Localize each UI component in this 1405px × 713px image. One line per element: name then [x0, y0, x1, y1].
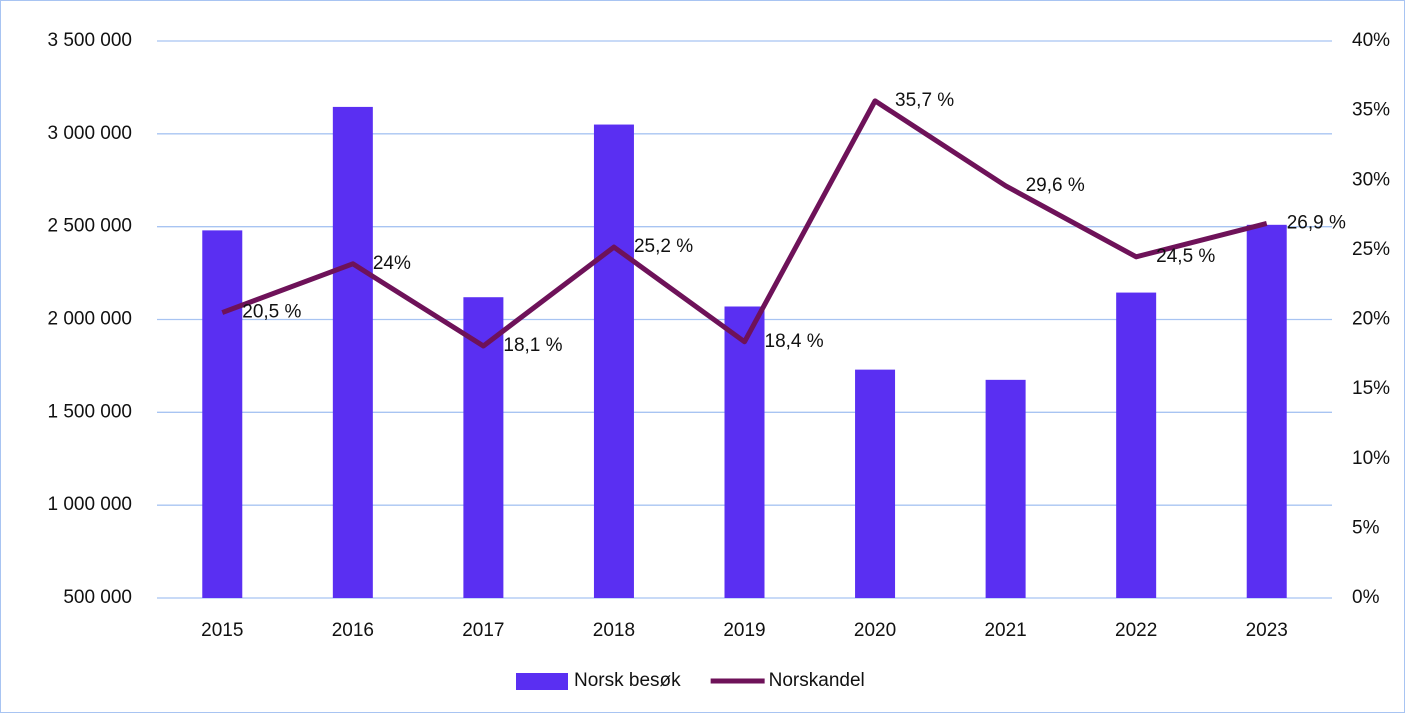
bar	[1116, 292, 1157, 598]
x-tick-label: 2022	[1115, 620, 1157, 641]
data-label: 18,1 %	[503, 335, 562, 356]
data-label: 20,5 %	[242, 302, 301, 323]
x-tick-label: 2017	[462, 620, 504, 641]
line	[221, 98, 1268, 349]
legend-label: Norskandel	[769, 670, 865, 691]
y-tick-label: 2 000 000	[47, 309, 132, 330]
y2-tick-label: 5%	[1352, 517, 1380, 538]
y2-tick-label: 40%	[1352, 30, 1390, 51]
y2-tick-label: 20%	[1352, 309, 1390, 330]
y-tick-label: 3 500 000	[47, 30, 132, 51]
y2-tick-label: 30%	[1352, 169, 1390, 190]
y2-tick-label: 35%	[1352, 100, 1390, 121]
bar	[463, 297, 504, 598]
data-label: 24%	[373, 253, 411, 274]
x-tick-label: 2015	[201, 620, 243, 641]
x-tick-label: 2020	[854, 620, 896, 641]
data-label: 29,6 %	[1026, 175, 1085, 196]
bar	[593, 124, 634, 599]
data-label: 18,4 %	[765, 331, 824, 352]
data-label: 24,5 %	[1156, 246, 1215, 267]
x-tick-label: 2023	[1246, 620, 1288, 641]
legend-label: Norsk besøk	[574, 670, 681, 691]
data-label: 26,9 %	[1287, 212, 1346, 233]
x-tick-label: 2016	[332, 620, 374, 641]
bar	[332, 106, 373, 598]
x-tick-label: 2021	[984, 620, 1026, 641]
y2-tick-label: 15%	[1352, 378, 1390, 399]
bar	[724, 306, 765, 598]
data-label: 25,2 %	[634, 236, 693, 257]
x-tick-label: 2019	[723, 620, 765, 641]
data-label: 35,7 %	[895, 90, 954, 111]
legend-swatch	[516, 673, 568, 690]
bar	[202, 230, 243, 598]
bar	[855, 369, 896, 598]
y-tick-label: 3 000 000	[47, 123, 132, 144]
y2-tick-label: 10%	[1352, 448, 1390, 469]
y2-tick-label: 25%	[1352, 239, 1390, 260]
x-tick-label: 2018	[593, 620, 635, 641]
bar	[985, 379, 1026, 598]
y-tick-label: 1 500 000	[47, 401, 132, 422]
y-tick-label: 2 500 000	[47, 216, 132, 237]
y2-tick-label: 0%	[1352, 587, 1380, 608]
y-tick-label: 1 000 000	[47, 494, 132, 515]
y-tick-label: 500 000	[63, 587, 132, 608]
bar	[1246, 224, 1287, 598]
